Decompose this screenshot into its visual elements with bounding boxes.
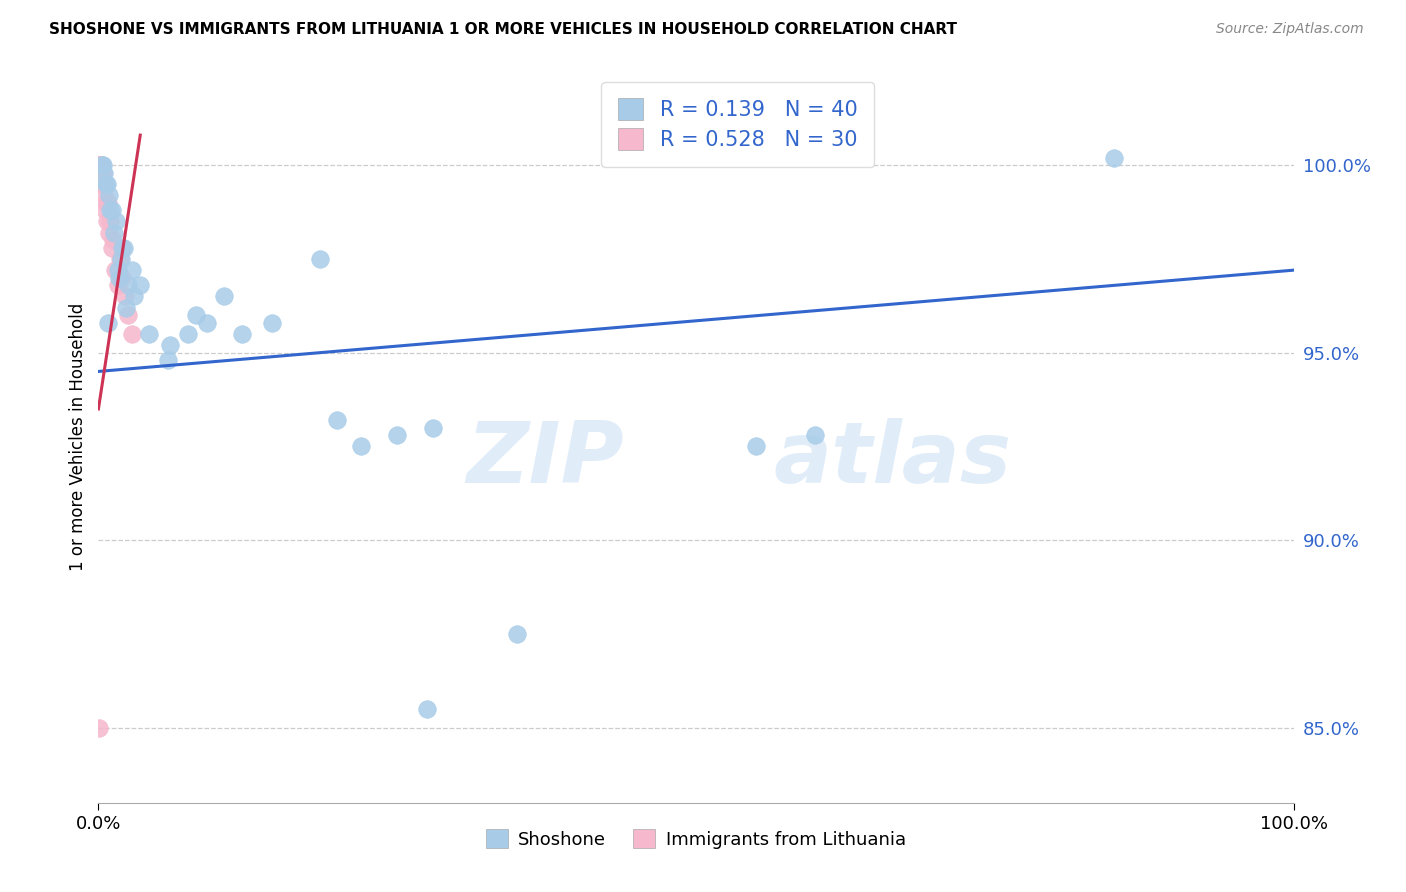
Point — [422, 420, 444, 434]
Point — [177, 326, 200, 341]
Point — [94, 203, 117, 218]
Point — [91, 158, 114, 172]
Point — [108, 252, 131, 266]
Point — [111, 270, 134, 285]
Point — [100, 203, 122, 218]
Point — [156, 353, 179, 368]
Point — [416, 702, 439, 716]
Y-axis label: 1 or more Vehicles in Household: 1 or more Vehicles in Household — [69, 303, 87, 571]
Point — [107, 270, 129, 285]
Point — [350, 440, 373, 454]
Text: SHOSHONE VS IMMIGRANTS FROM LITHUANIA 1 OR MORE VEHICLES IN HOUSEHOLD CORRELATIO: SHOSHONE VS IMMIGRANTS FROM LITHUANIA 1 … — [49, 22, 957, 37]
Point — [93, 177, 115, 191]
Point — [89, 158, 111, 172]
Point — [104, 263, 127, 277]
Point — [105, 214, 128, 228]
Point — [91, 166, 114, 180]
Point — [111, 241, 134, 255]
Point — [97, 195, 120, 210]
Point — [90, 177, 112, 191]
Point — [112, 241, 135, 255]
Text: Source: ZipAtlas.com: Source: ZipAtlas.com — [1216, 22, 1364, 37]
Point — [101, 233, 124, 247]
Point — [91, 177, 114, 191]
Point — [100, 241, 122, 255]
Point — [124, 289, 146, 303]
Point — [121, 263, 143, 277]
Point — [87, 158, 110, 172]
Point — [107, 278, 129, 293]
Point — [93, 166, 115, 180]
Point — [89, 158, 111, 172]
Point — [186, 308, 208, 322]
Point — [326, 413, 349, 427]
Point — [129, 278, 152, 293]
Point — [91, 158, 114, 172]
Text: atlas: atlas — [773, 417, 1012, 500]
Point — [98, 203, 122, 218]
Point — [98, 226, 121, 240]
Point — [93, 188, 115, 202]
Point — [231, 326, 253, 341]
Point — [117, 278, 139, 293]
Point — [107, 263, 129, 277]
Point — [89, 158, 111, 172]
Point — [804, 428, 827, 442]
Point — [115, 301, 138, 315]
Point — [114, 289, 136, 303]
Point — [91, 166, 114, 180]
Point — [96, 214, 118, 228]
Text: ZIP: ZIP — [467, 417, 624, 500]
Point — [94, 195, 117, 210]
Point — [117, 308, 139, 322]
Point — [98, 214, 122, 228]
Point — [98, 188, 121, 202]
Point — [260, 316, 283, 330]
Point — [96, 177, 118, 191]
Point — [212, 289, 235, 303]
Point — [195, 316, 218, 330]
Point — [103, 226, 125, 240]
Point — [94, 177, 117, 191]
Point — [1104, 151, 1126, 165]
Point — [87, 721, 110, 735]
Point — [90, 158, 112, 172]
Point — [90, 158, 112, 172]
Legend: Shoshone, Immigrants from Lithuania: Shoshone, Immigrants from Lithuania — [478, 822, 914, 856]
Point — [506, 627, 529, 641]
Point — [110, 252, 132, 266]
Point — [91, 158, 114, 172]
Point — [159, 338, 181, 352]
Point — [97, 316, 120, 330]
Point — [745, 440, 768, 454]
Point — [121, 326, 143, 341]
Point — [138, 326, 160, 341]
Point — [385, 428, 409, 442]
Point — [90, 158, 112, 172]
Point — [308, 252, 330, 266]
